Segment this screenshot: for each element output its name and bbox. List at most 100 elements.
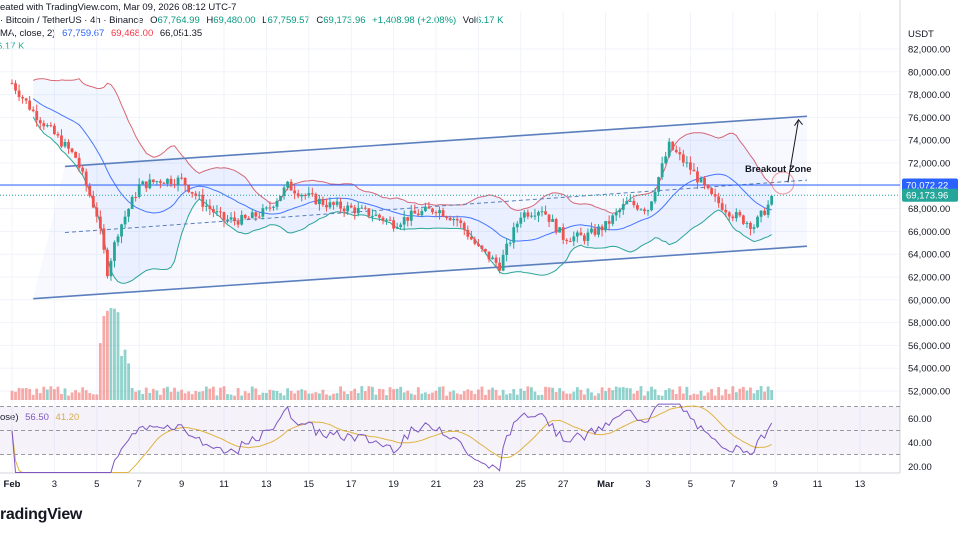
candle-body xyxy=(717,196,721,204)
candle-body xyxy=(632,200,636,206)
open-value: 67,764.99 xyxy=(157,15,200,26)
candle-body xyxy=(699,177,703,183)
candle-body xyxy=(416,213,420,216)
price-tag-level-bg xyxy=(902,178,958,192)
volume-bar xyxy=(212,386,215,400)
channel-mid-line xyxy=(64,179,808,234)
volume-bar xyxy=(565,393,569,400)
candle-body xyxy=(667,141,671,157)
time-tick-label: 9 xyxy=(179,479,184,490)
candle-body xyxy=(607,221,611,224)
candle-body xyxy=(614,212,618,216)
volume-bar xyxy=(689,395,692,400)
price-tag-last: 69,173.96 xyxy=(906,191,948,202)
volume-bar xyxy=(21,388,24,400)
candle-body xyxy=(399,224,403,227)
candle-body xyxy=(254,212,258,217)
volume-bar xyxy=(35,388,39,400)
candle-body xyxy=(427,206,431,209)
candle-body xyxy=(303,194,307,196)
volume-bar xyxy=(17,387,21,400)
volume-bar xyxy=(650,386,653,400)
rsi-indicator-label[interactable]: ose) xyxy=(0,412,19,423)
volume-bar xyxy=(229,394,233,400)
volume-bar xyxy=(339,386,342,400)
volume-bar xyxy=(120,355,123,400)
low-value: 67,759.57 xyxy=(267,15,310,26)
volume-bars xyxy=(10,308,774,400)
candle-body xyxy=(24,98,28,101)
candle-body xyxy=(766,204,770,215)
volume-bar xyxy=(491,387,494,400)
volume-bar xyxy=(374,394,378,400)
candle-body xyxy=(388,219,392,221)
candle-body xyxy=(229,217,233,220)
volume-bar xyxy=(431,392,434,400)
candle-body xyxy=(466,229,470,237)
volume-bar xyxy=(353,388,357,400)
volume-bar xyxy=(424,392,427,400)
vol-header-value: 6.17 K xyxy=(476,15,504,26)
volume-bar xyxy=(226,394,229,400)
candle-body xyxy=(356,207,360,214)
candle-body xyxy=(130,196,134,209)
candle-body xyxy=(537,212,540,216)
volume-bar xyxy=(494,389,498,400)
candle-body xyxy=(166,178,169,184)
volume-bar xyxy=(77,392,81,400)
volume-bar xyxy=(265,392,268,400)
price-tick-label: 78,000.00 xyxy=(908,90,950,101)
price-tick-label: 54,000.00 xyxy=(908,364,950,375)
candle-body xyxy=(469,236,473,240)
volume-bar xyxy=(194,391,198,400)
price-tag-last-bg xyxy=(902,188,958,202)
volume-bar xyxy=(561,391,565,400)
volume-bar xyxy=(268,389,272,400)
candle-body xyxy=(282,187,286,196)
volume-bar xyxy=(166,386,169,400)
time-tick-label: 27 xyxy=(558,479,569,490)
volume-bar xyxy=(445,395,448,400)
candle-body xyxy=(113,242,116,261)
candle-body xyxy=(38,120,42,124)
volume-bar xyxy=(438,386,441,400)
candle-body xyxy=(568,241,572,243)
volume-bar xyxy=(127,363,130,400)
candle-body xyxy=(445,216,448,218)
candle-body xyxy=(696,171,699,183)
bb-indicator-label[interactable]: MA, close, 2) xyxy=(0,28,56,39)
volume-bar xyxy=(742,386,745,400)
candle-body xyxy=(183,177,187,186)
volume-bar xyxy=(24,387,28,400)
candle-body xyxy=(600,226,604,231)
candle-body xyxy=(763,210,766,215)
volume-bar xyxy=(307,393,311,400)
volume-bar xyxy=(505,394,509,400)
bb-upper-line xyxy=(33,78,773,214)
candle-body xyxy=(127,208,130,217)
volume-bar xyxy=(42,386,46,400)
candle-body xyxy=(201,194,205,207)
time-tick-label: 5 xyxy=(94,479,99,490)
volume-bar xyxy=(752,393,756,400)
volume-bar xyxy=(763,391,766,400)
price-axis: 82,000.00 80,000.00 78,000.00 76,000.00 74,0… xyxy=(902,45,958,473)
time-tick-label: 15 xyxy=(304,479,315,490)
candle-body xyxy=(621,204,625,210)
high-value: 69,480.00 xyxy=(213,15,256,26)
volume-bar xyxy=(222,386,226,400)
candle-body xyxy=(378,214,381,218)
candle-body xyxy=(236,220,240,225)
volume-bar xyxy=(646,391,650,400)
candle-body xyxy=(575,232,579,237)
price-tick-label: 58,000.00 xyxy=(908,318,950,329)
volume-bar xyxy=(406,390,410,400)
candle-body xyxy=(770,195,774,205)
symbol-title[interactable]: · Bitcoin / TetherUS · 4h · Binance xyxy=(0,15,144,26)
volume-bar xyxy=(399,386,403,400)
candle-body xyxy=(685,162,689,164)
time-tick-label: 5 xyxy=(688,479,693,490)
candle-body xyxy=(515,223,519,228)
candle-body xyxy=(586,232,590,241)
